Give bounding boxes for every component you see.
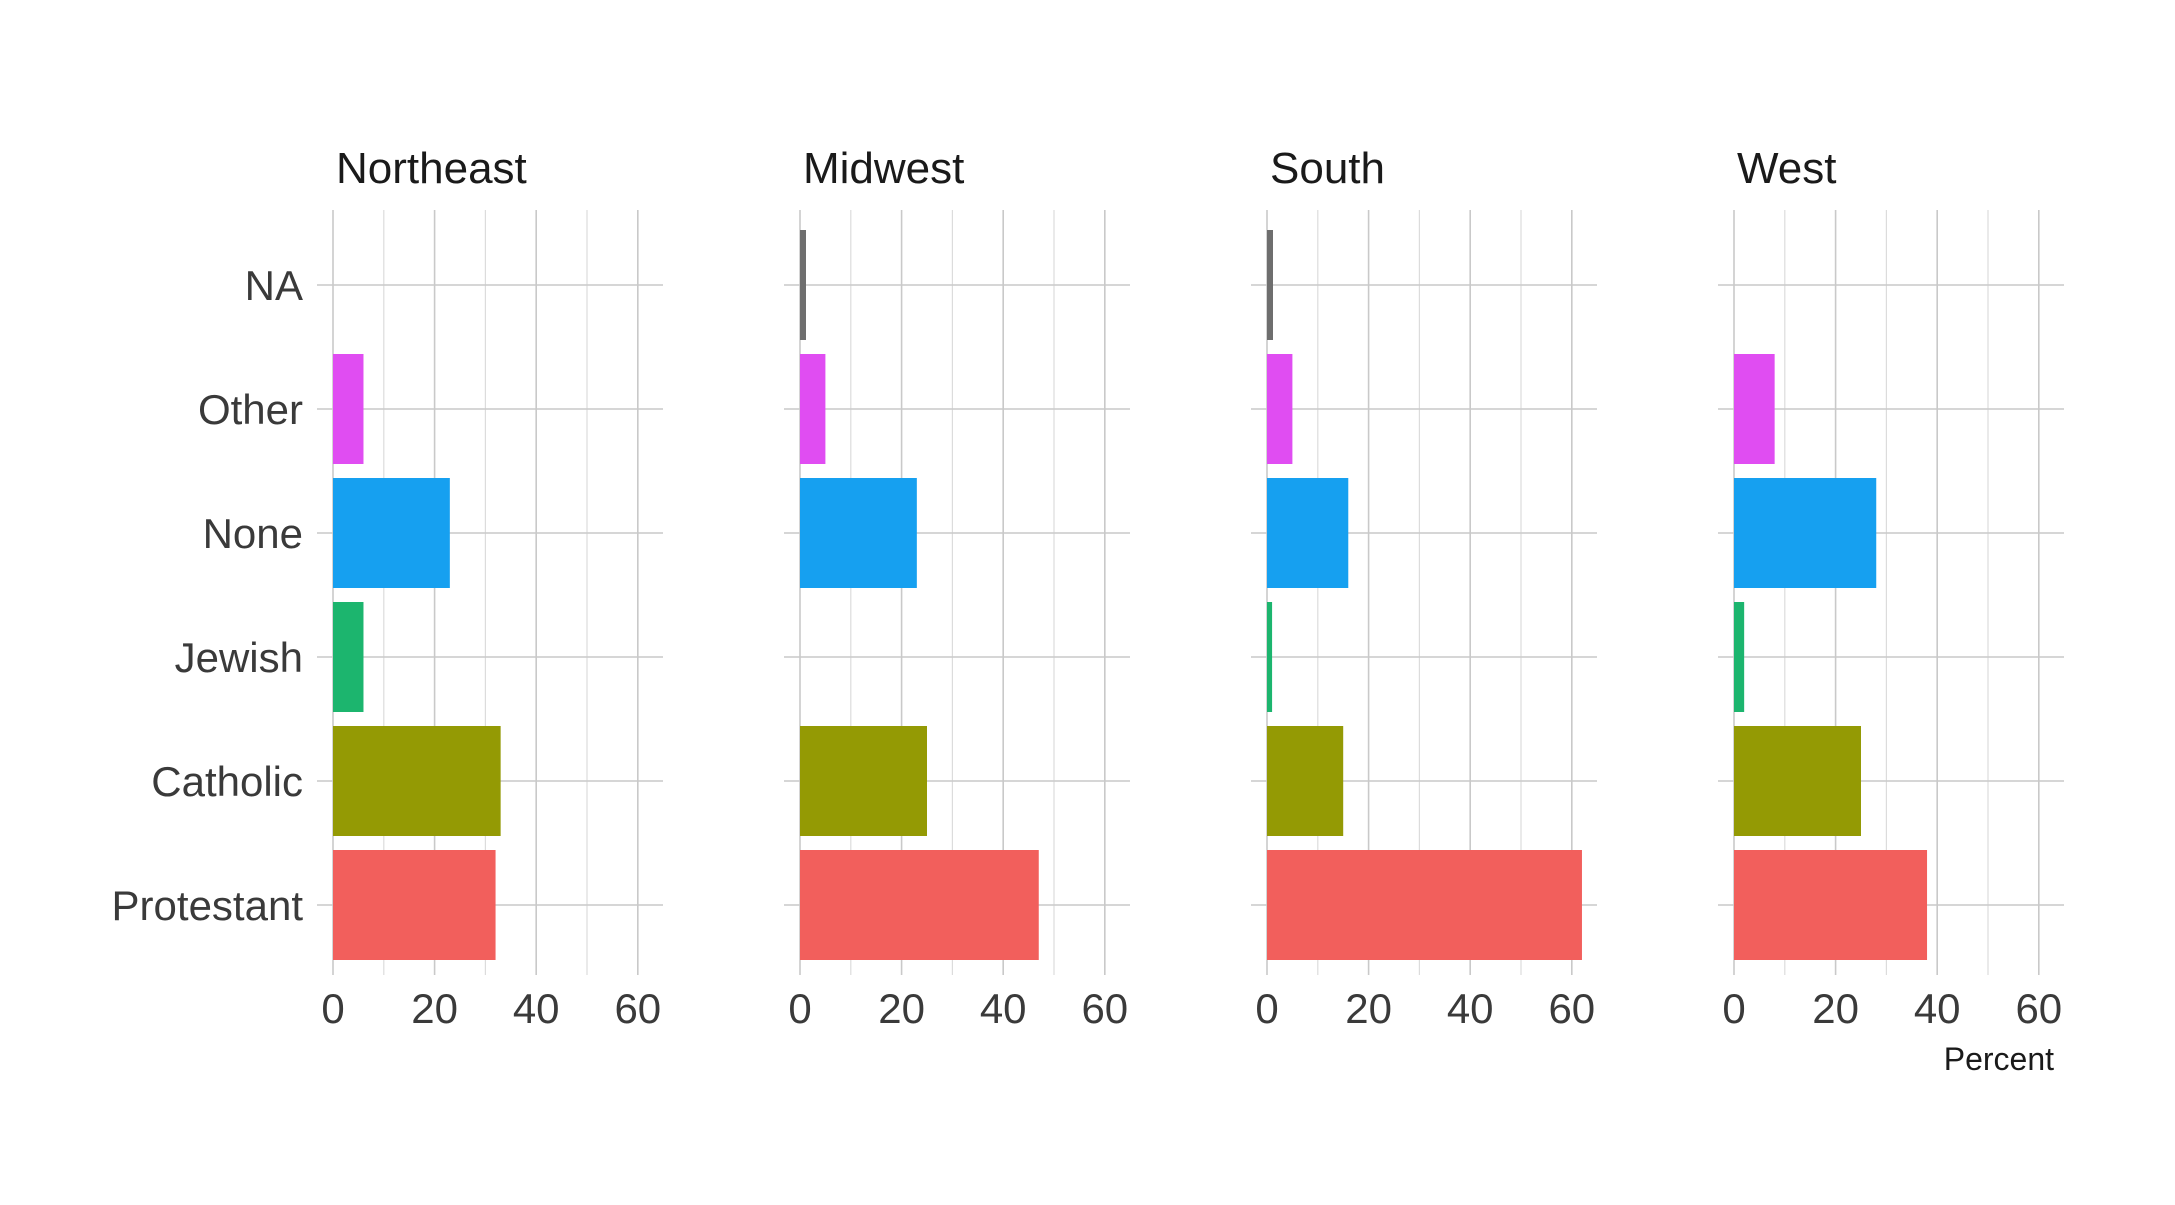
y-tick-label-jewish: Jewish	[175, 634, 303, 681]
bar-west-catholic	[1734, 726, 1861, 836]
x-tick-label-south-40: 40	[1447, 985, 1494, 1032]
bar-west-none	[1734, 478, 1877, 588]
bar-midwest-other	[800, 354, 826, 464]
x-tick-label-midwest-20: 20	[878, 985, 925, 1032]
bar-midwest-catholic	[800, 726, 927, 836]
y-tick-label-other: Other	[198, 386, 303, 433]
bar-northeast-catholic	[333, 726, 501, 836]
bar-west-protestant	[1734, 850, 1928, 960]
y-tick-label-na: NA	[245, 262, 303, 309]
bar-northeast-jewish	[333, 602, 364, 712]
y-tick-label-protestant: Protestant	[112, 882, 304, 929]
x-tick-label-midwest-60: 60	[1081, 985, 1128, 1032]
bar-south-na	[1267, 230, 1273, 340]
y-tick-label-none: None	[203, 510, 303, 557]
panel-title-northeast: Northeast	[336, 144, 527, 193]
x-tick-label-south-60: 60	[1548, 985, 1595, 1032]
y-tick-label-catholic: Catholic	[151, 758, 303, 805]
x-tick-label-west-40: 40	[1914, 985, 1961, 1032]
x-tick-label-west-20: 20	[1812, 985, 1859, 1032]
x-tick-label-northeast-60: 60	[614, 985, 661, 1032]
panel-title-midwest: Midwest	[803, 144, 964, 193]
bar-midwest-none	[800, 478, 917, 588]
panel-title-west: West	[1737, 144, 1836, 193]
x-tick-label-west-60: 60	[2015, 985, 2062, 1032]
bar-south-catholic	[1267, 726, 1344, 836]
bar-midwest-protestant	[800, 850, 1039, 960]
x-tick-label-south-0: 0	[1255, 985, 1278, 1032]
bar-west-other	[1734, 354, 1775, 464]
bar-south-protestant	[1267, 850, 1582, 960]
bar-south-jewish	[1267, 602, 1273, 712]
x-tick-label-midwest-0: 0	[788, 985, 811, 1032]
x-tick-label-west-0: 0	[1722, 985, 1745, 1032]
bar-south-none	[1267, 478, 1349, 588]
x-tick-label-northeast-0: 0	[321, 985, 344, 1032]
x-axis-title: Percent	[1944, 1041, 2054, 1077]
panel-title-south: South	[1270, 144, 1385, 193]
bar-south-other	[1267, 354, 1293, 464]
bar-northeast-other	[333, 354, 364, 464]
x-tick-label-midwest-40: 40	[980, 985, 1027, 1032]
x-tick-label-south-20: 20	[1345, 985, 1392, 1032]
bar-midwest-na	[800, 230, 806, 340]
x-tick-label-northeast-40: 40	[513, 985, 560, 1032]
bar-west-jewish	[1734, 602, 1745, 712]
bar-northeast-none	[333, 478, 450, 588]
bar-northeast-protestant	[333, 850, 496, 960]
x-tick-label-northeast-20: 20	[411, 985, 458, 1032]
